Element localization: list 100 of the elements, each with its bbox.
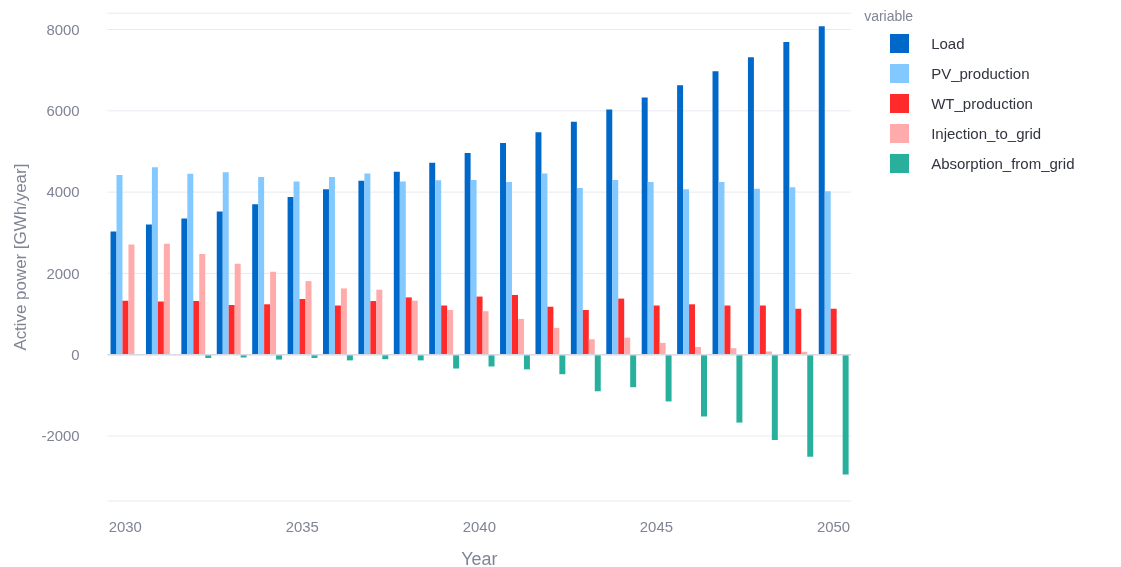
bar: [358, 180, 365, 355]
bar: [340, 288, 347, 355]
x-tick-label: 2040: [462, 517, 496, 535]
bar: [736, 354, 743, 423]
bar: [323, 189, 329, 355]
bar: [588, 339, 595, 355]
bar: [157, 301, 164, 355]
bar: [570, 121, 577, 355]
bar: [252, 204, 259, 355]
bar: [606, 109, 613, 355]
y-tick-label: 2000: [46, 264, 80, 282]
bar: [228, 305, 235, 355]
bar: [270, 271, 277, 355]
bar: [541, 173, 548, 355]
bar: [665, 354, 672, 402]
bar: [299, 299, 306, 355]
y-tick-label: 6000: [46, 102, 80, 120]
y-axis-title: Active power [GWh/year]: [10, 163, 30, 351]
bar: [559, 354, 566, 375]
bar: [807, 354, 814, 457]
bar: [488, 354, 495, 367]
bar: [689, 304, 696, 355]
bar: [753, 188, 760, 355]
bar: [311, 354, 318, 358]
bar: [659, 342, 666, 355]
bar: [824, 191, 831, 355]
bar: [258, 177, 265, 355]
bar: [677, 85, 684, 355]
bar: [789, 187, 796, 355]
bar: [145, 224, 152, 355]
bar: [842, 354, 849, 475]
x-tick-label: 2050: [816, 517, 851, 535]
bar: [759, 305, 766, 355]
bar: [122, 300, 129, 355]
bar: [240, 354, 247, 358]
bar: [293, 181, 300, 355]
bar: [630, 354, 637, 388]
bar: [683, 189, 690, 355]
bar: [647, 181, 654, 355]
bar: [576, 188, 583, 355]
bar: [818, 26, 825, 355]
bar: [151, 167, 158, 355]
bar: [276, 354, 283, 360]
bar: [328, 177, 335, 355]
legend-label: Injection_to_grid: [931, 124, 1042, 142]
bar: [653, 305, 660, 355]
bar: [199, 253, 206, 355]
bar: [512, 294, 518, 355]
bar: [641, 97, 648, 355]
bar: [506, 181, 512, 355]
y-tick-label: 4000: [46, 183, 80, 201]
bar: [181, 218, 188, 355]
legend-title: variable: [864, 8, 915, 24]
x-axis-title: Year: [461, 548, 498, 567]
y-tick-label: -2000: [41, 427, 80, 445]
bar: [783, 42, 790, 355]
bar: [747, 57, 754, 355]
bar: [376, 289, 383, 355]
bar: [453, 354, 460, 369]
x-tick-label: 2035: [285, 517, 319, 535]
bar: [470, 179, 477, 355]
bar: [765, 351, 772, 355]
bar: [517, 318, 524, 355]
bar: [429, 162, 436, 355]
bar: [163, 243, 170, 355]
bar: [482, 311, 489, 355]
bar: [523, 354, 530, 370]
bar: [535, 132, 542, 355]
bar: [216, 211, 223, 355]
bar: [701, 354, 707, 417]
bar: [594, 354, 601, 392]
legend-label: Load: [931, 34, 965, 52]
bar: [110, 231, 117, 355]
legend-label: Absorption_from_grid: [931, 154, 1075, 172]
bar: [435, 180, 442, 355]
bar: [830, 308, 837, 355]
bar: [264, 304, 271, 355]
y-tick-label: 0: [71, 346, 80, 363]
bar: [411, 300, 418, 355]
bar: [500, 142, 507, 355]
bar: [205, 354, 212, 358]
bar: [612, 179, 619, 355]
bar: [222, 172, 229, 355]
bar: [695, 346, 702, 355]
legend-label: WT_production: [931, 94, 1033, 112]
x-tick-label: 2030: [108, 517, 142, 535]
bar: [193, 301, 200, 355]
bar: [399, 181, 406, 355]
bar: [334, 305, 341, 355]
bar: [128, 244, 135, 355]
bar: [795, 308, 802, 355]
bar: [234, 263, 241, 355]
x-tick-label: 2045: [639, 517, 674, 535]
bar: [447, 309, 454, 355]
bar: [287, 196, 294, 355]
bar: [624, 337, 631, 355]
bar: [464, 153, 471, 355]
bar: [582, 309, 589, 355]
y-tick-label: 8000: [46, 20, 80, 38]
bar: [370, 301, 377, 355]
